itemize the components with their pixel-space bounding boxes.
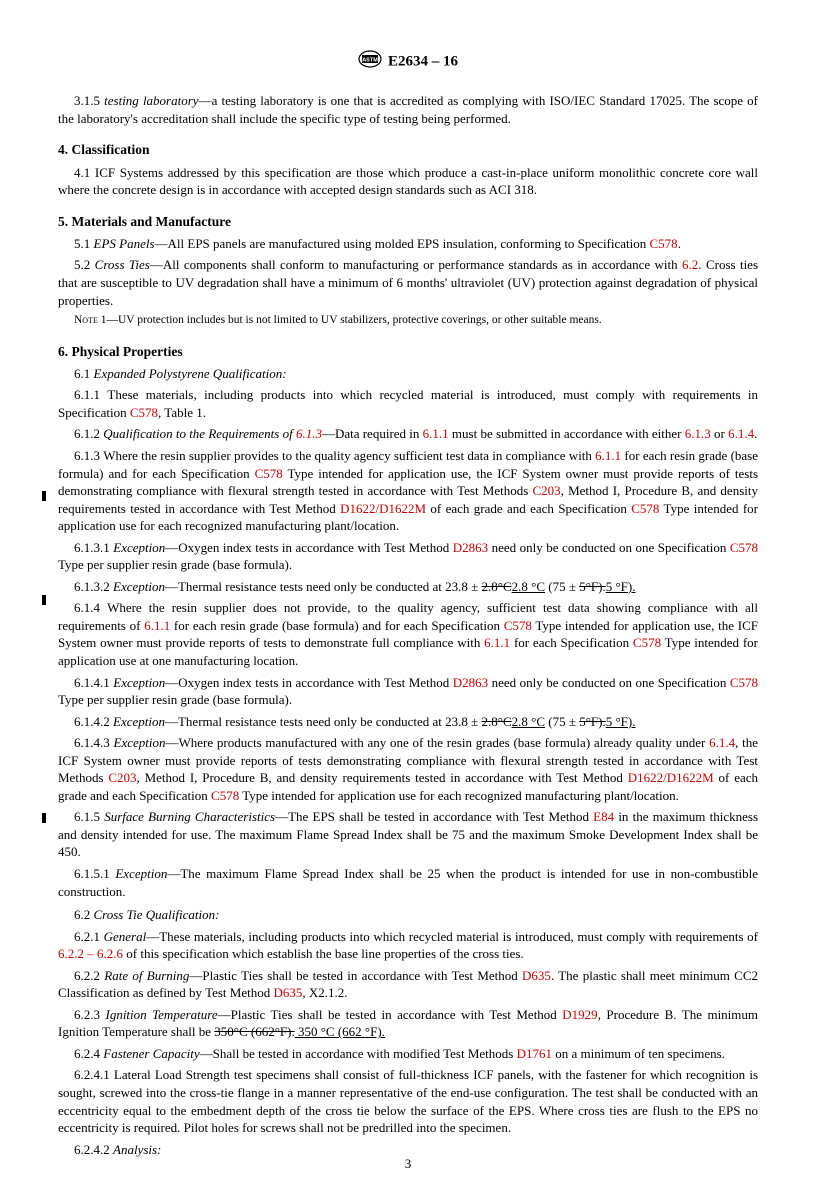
ref-d635[interactable]: D635 xyxy=(522,968,551,983)
para-6-1-4: 6.1.4 Where the resin supplier does not … xyxy=(58,599,758,669)
ref-6-2[interactable]: 6.2 xyxy=(682,257,698,272)
para-6-2: 6.2 Cross Tie Qualification: xyxy=(58,906,758,924)
ref-6-1-1[interactable]: 6.1.1 xyxy=(484,635,510,650)
para-6-2-1: 6.2.1 General—These materials, including… xyxy=(58,928,758,963)
para-6-1: 6.1 Expanded Polystyrene Qualification: xyxy=(58,365,758,383)
ref-c578[interactable]: C578 xyxy=(730,675,758,690)
para-4-1: 4.1 ICF Systems addressed by this specif… xyxy=(58,164,758,199)
para-6-1-2: 6.1.2 Qualification to the Requirements … xyxy=(58,425,758,443)
ref-c578[interactable]: C578 xyxy=(631,501,659,516)
ref-d2863[interactable]: D2863 xyxy=(453,675,488,690)
para-6-1-5-1: 6.1.5.1 Exception—The maximum Flame Spre… xyxy=(58,865,758,900)
ref-6-2-range[interactable]: 6.2.2 – 6.2.6 xyxy=(58,946,123,961)
strike-text: 5°F). xyxy=(579,714,606,729)
ref-c578[interactable]: C578 xyxy=(130,405,158,420)
ref-6-1-4[interactable]: 6.1.4 xyxy=(728,426,754,441)
insert-text: 350 °C (662 °F). xyxy=(295,1024,385,1039)
ref-e84[interactable]: E84 xyxy=(593,809,614,824)
ref-c578[interactable]: C578 xyxy=(255,466,283,481)
ref-c203[interactable]: C203 xyxy=(108,770,136,785)
ref-c578[interactable]: C578 xyxy=(633,635,661,650)
page-number: 3 xyxy=(0,1155,816,1173)
insert-text: 2.8 °C xyxy=(512,714,545,729)
insert-text: 5 °F). xyxy=(606,714,636,729)
change-bar-icon xyxy=(42,813,46,823)
para-6-2-4: 6.2.4 Fastener Capacity—Shall be tested … xyxy=(58,1045,758,1063)
insert-text: 2.8 °C xyxy=(512,579,545,594)
para-6-1-4-2: 6.1.4.2 Exception—Thermal resistance tes… xyxy=(58,713,758,731)
ref-6-1-1[interactable]: 6.1.1 xyxy=(595,448,621,463)
para-6-1-4-1: 6.1.4.1 Exception—Oxygen index tests in … xyxy=(58,674,758,709)
ref-6-1-3[interactable]: 6.1.3 xyxy=(685,426,711,441)
ref-6-1-4[interactable]: 6.1.4 xyxy=(709,735,735,750)
strike-text: 2.8°C xyxy=(482,714,512,729)
ref-6-1-3[interactable]: 6.1.3 xyxy=(296,426,322,441)
heading-6: 6. Physical Properties xyxy=(58,343,758,361)
ref-c578[interactable]: C578 xyxy=(211,788,239,803)
strike-text: 5°F). xyxy=(579,579,606,594)
standard-number: E2634 – 16 xyxy=(388,54,458,70)
header: ASTM E2634 – 16 xyxy=(58,50,758,74)
para-6-1-3-2: 6.1.3.2 Exception—Thermal resistance tes… xyxy=(58,578,758,596)
ref-6-1-1[interactable]: 6.1.1 xyxy=(144,618,170,633)
svg-text:ASTM: ASTM xyxy=(362,58,378,64)
page: ASTM E2634 – 16 3.1.5 testing laboratory… xyxy=(0,0,816,1202)
para-5-2: 5.2 Cross Ties—All components shall conf… xyxy=(58,256,758,309)
heading-5: 5. Materials and Manufacture xyxy=(58,213,758,231)
para-3-1-5: 3.1.5 testing laboratory—a testing labor… xyxy=(58,92,758,127)
ref-d635[interactable]: D635 xyxy=(273,985,302,1000)
ref-d1929[interactable]: D1929 xyxy=(562,1007,597,1022)
ref-c203[interactable]: C203 xyxy=(532,483,560,498)
ref-d2863[interactable]: D2863 xyxy=(453,540,488,555)
heading-4: 4. Classification xyxy=(58,141,758,159)
strike-text: 2.8°C xyxy=(482,579,512,594)
change-bar-icon xyxy=(42,595,46,605)
astm-logo: ASTM xyxy=(358,50,382,74)
ref-d1761[interactable]: D1761 xyxy=(517,1046,552,1061)
ref-c578[interactable]: C578 xyxy=(730,540,758,555)
para-6-2-3: 6.2.3 Ignition Temperature—Plastic Ties … xyxy=(58,1006,758,1041)
para-6-1-3: 6.1.3 Where the resin supplier provides … xyxy=(58,447,758,535)
para-6-2-4-1: 6.2.4.1 Lateral Load Strength test speci… xyxy=(58,1066,758,1136)
ref-d1622[interactable]: D1622/D1622M xyxy=(628,770,714,785)
insert-text: 5 °F). xyxy=(606,579,636,594)
para-6-1-5: 6.1.5 Surface Burning Characteristics—Th… xyxy=(58,808,758,861)
para-6-1-3-1: 6.1.3.1 Exception—Oxygen index tests in … xyxy=(58,539,758,574)
note-1: Note 1—UV protection includes but is not… xyxy=(58,313,758,329)
change-bar-icon xyxy=(42,491,46,501)
para-6-1-1: 6.1.1 These materials, including product… xyxy=(58,386,758,421)
ref-c578[interactable]: C578 xyxy=(504,618,532,633)
para-6-1-4-3: 6.1.4.3 Exception—Where products manufac… xyxy=(58,734,758,804)
para-6-2-2: 6.2.2 Rate of Burning—Plastic Ties shall… xyxy=(58,967,758,1002)
ref-d1622[interactable]: D1622/D1622M xyxy=(340,501,426,516)
ref-c578[interactable]: C578 xyxy=(650,236,678,251)
ref-6-1-1[interactable]: 6.1.1 xyxy=(423,426,449,441)
para-5-1: 5.1 EPS Panels—All EPS panels are manufa… xyxy=(58,235,758,253)
strike-text: 350°C (662°F). xyxy=(214,1024,294,1039)
